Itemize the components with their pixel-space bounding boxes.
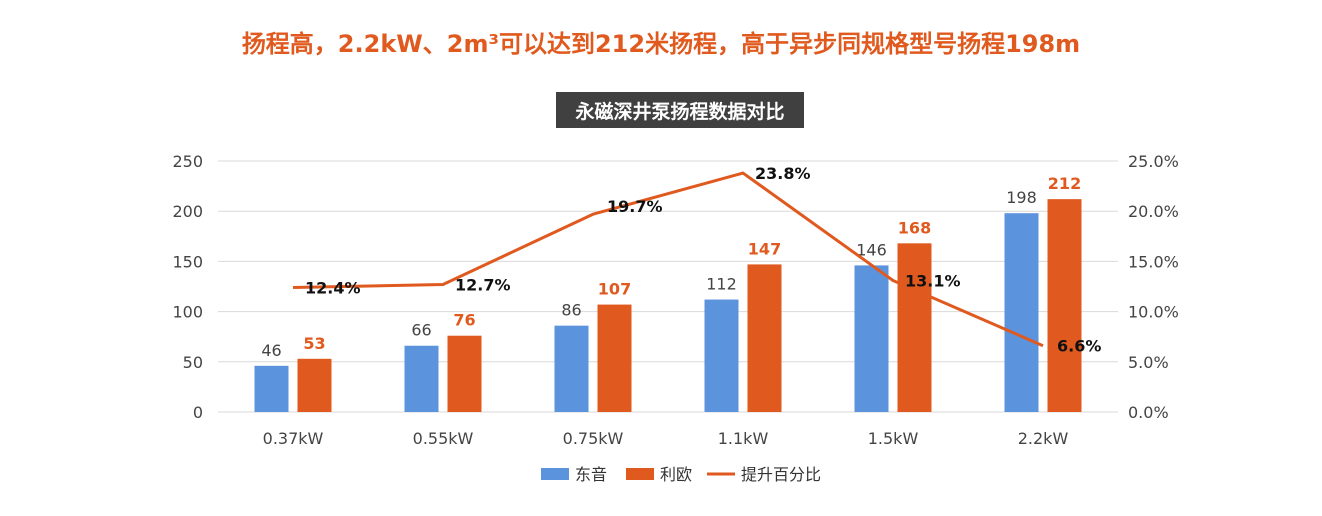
legend-swatch bbox=[626, 468, 654, 480]
bar-东音 bbox=[1004, 213, 1039, 412]
bar-利欧 bbox=[597, 304, 632, 412]
y2-tick-label: 5.0% bbox=[1128, 353, 1169, 372]
y2-tick-label: 10.0% bbox=[1128, 303, 1179, 322]
data-label: 66 bbox=[411, 321, 431, 340]
line-提升百分比 bbox=[292, 171, 1044, 348]
y2-tick-label: 25.0% bbox=[1128, 152, 1179, 171]
headline: 扬程高，2.2kW、2m³可以达到212米扬程，高于异步同规格型号扬程198m bbox=[241, 30, 1081, 58]
line-data-label: 19.7% bbox=[607, 197, 663, 216]
y2-tick-label: 0.0% bbox=[1128, 403, 1169, 422]
data-label: 147 bbox=[748, 239, 781, 258]
data-label: 212 bbox=[1048, 174, 1081, 193]
bar-利欧 bbox=[747, 264, 782, 412]
legend-swatch bbox=[541, 468, 569, 480]
bar-东音 bbox=[254, 365, 289, 412]
y-tick-label: 50 bbox=[183, 353, 203, 372]
data-label: 53 bbox=[303, 334, 325, 353]
legend-label: 利欧 bbox=[660, 465, 692, 484]
bar-东音 bbox=[854, 265, 889, 412]
data-label: 198 bbox=[1006, 188, 1037, 207]
data-label: 168 bbox=[898, 218, 931, 237]
legend-label: 提升百分比 bbox=[741, 465, 821, 484]
bar-东音 bbox=[404, 345, 439, 412]
x-tick-label: 1.5kW bbox=[868, 429, 919, 448]
data-label: 112 bbox=[706, 275, 737, 294]
line-data-label: 6.6% bbox=[1057, 337, 1101, 356]
bar-利欧 bbox=[447, 335, 482, 412]
data-label: 76 bbox=[453, 311, 475, 330]
y2-tick-label: 20.0% bbox=[1128, 202, 1179, 221]
data-label: 46 bbox=[261, 341, 281, 360]
x-tick-label: 0.37kW bbox=[263, 429, 324, 448]
legend-label: 东音 bbox=[575, 465, 607, 484]
bar-利欧 bbox=[1047, 199, 1082, 412]
x-tick-label: 0.75kW bbox=[563, 429, 624, 448]
bar-东音 bbox=[704, 299, 739, 412]
x-tick-label: 1.1kW bbox=[718, 429, 769, 448]
y-tick-label: 100 bbox=[172, 303, 203, 322]
data-label: 107 bbox=[598, 280, 631, 299]
y-tick-label: 250 bbox=[172, 152, 203, 171]
bar-东音 bbox=[554, 325, 589, 412]
y-tick-label: 150 bbox=[172, 252, 203, 271]
line-data-label: 13.1% bbox=[905, 271, 961, 290]
x-tick-label: 0.55kW bbox=[413, 429, 474, 448]
bar-利欧 bbox=[897, 243, 932, 412]
line-data-label: 12.7% bbox=[455, 275, 511, 294]
y2-tick-label: 15.0% bbox=[1128, 252, 1179, 271]
chart-title: 永磁深井泵扬程数据对比 bbox=[556, 92, 804, 128]
data-label: 86 bbox=[561, 301, 581, 320]
line-data-label: 12.4% bbox=[305, 279, 361, 298]
y-tick-label: 200 bbox=[172, 202, 203, 221]
y-tick-label: 0 bbox=[193, 403, 203, 422]
bar-利欧 bbox=[297, 358, 332, 412]
line-data-label: 23.8% bbox=[755, 164, 811, 183]
data-label: 146 bbox=[856, 240, 887, 259]
x-tick-label: 2.2kW bbox=[1018, 429, 1069, 448]
